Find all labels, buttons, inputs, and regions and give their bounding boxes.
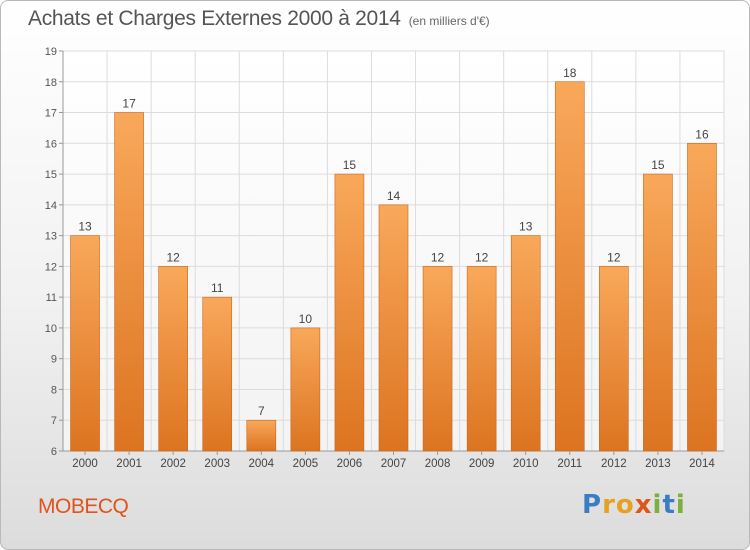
bar — [290, 327, 321, 452]
bar — [510, 235, 541, 452]
logo-letter: i — [675, 490, 686, 520]
data-label: 15 — [343, 158, 357, 172]
y-tick-label: 12 — [45, 261, 57, 273]
y-tick-label: 18 — [45, 77, 57, 89]
y-tick-label: 9 — [51, 354, 57, 366]
x-tick-label: 2000 — [72, 458, 98, 470]
logo-letter: o — [615, 490, 635, 520]
data-label: 14 — [387, 189, 401, 203]
y-tick-label: 19 — [45, 46, 57, 58]
bar — [422, 266, 453, 452]
chart-title-text: Achats et Charges Externes 2000 à 2014 — [28, 7, 401, 30]
chart-subtitle: (en milliers d'€) — [408, 14, 490, 28]
x-tick-label: 2009 — [469, 458, 495, 470]
x-tick-label: 2010 — [513, 458, 539, 470]
x-tick-label: 2005 — [293, 458, 319, 470]
x-tick-label: 2002 — [160, 458, 186, 470]
bar — [334, 173, 365, 452]
x-tick-label: 2003 — [204, 458, 230, 470]
data-label: 13 — [78, 220, 92, 234]
bar — [202, 296, 233, 452]
bar — [246, 419, 277, 452]
y-tick-label: 16 — [45, 138, 57, 150]
y-tick-label: 11 — [46, 292, 57, 304]
data-label: 13 — [519, 220, 533, 234]
place-name: MOBECQ — [38, 495, 129, 518]
x-tick-label: 2001 — [116, 458, 142, 470]
data-label: 7 — [258, 404, 265, 418]
bar — [378, 204, 409, 452]
y-tick-label: 17 — [45, 108, 57, 120]
logo-letter: x — [634, 490, 653, 520]
y-tick-label: 15 — [45, 169, 57, 181]
proxiti-logo[interactable]: Proxiti — [582, 490, 686, 520]
bar — [643, 173, 673, 452]
logo-letter: r — [602, 490, 616, 520]
y-tick-label: 14 — [45, 200, 57, 212]
y-tick-label: 8 — [51, 384, 57, 396]
y-tick-label: 6 — [51, 446, 57, 458]
data-label: 11 — [211, 281, 224, 295]
x-tick-label: 2006 — [337, 458, 363, 470]
data-label: 17 — [122, 97, 136, 111]
logo-letter: P — [582, 490, 603, 520]
bar — [687, 143, 717, 452]
x-tick-label: 2011 — [557, 458, 582, 470]
logo-letter: t — [662, 490, 676, 520]
data-label: 12 — [607, 250, 621, 264]
bar — [114, 112, 144, 452]
bar — [70, 235, 100, 452]
x-tick-label: 2007 — [381, 458, 407, 470]
y-tick-label: 7 — [51, 415, 57, 427]
data-label: 18 — [563, 66, 577, 80]
data-label: 10 — [299, 312, 313, 326]
data-label: 12 — [166, 250, 180, 264]
bar — [158, 266, 188, 452]
logo-letter: i — [652, 490, 663, 520]
data-label: 15 — [651, 158, 665, 172]
data-label: 16 — [695, 127, 709, 141]
data-label: 12 — [475, 250, 489, 264]
bar — [466, 266, 497, 452]
x-tick-label: 2012 — [601, 458, 627, 470]
plot-area: 6 7 8 9 10 11 12 13 14 15 16 17 18 19 13 2000 17 2001 12 20… — [45, 46, 725, 470]
bar — [599, 266, 629, 452]
x-tick-label: 2008 — [425, 458, 451, 470]
x-tick-label: 2004 — [249, 458, 275, 470]
bar — [554, 81, 585, 452]
y-tick-label: 13 — [45, 231, 57, 243]
y-tick-label: 10 — [45, 323, 57, 335]
x-tick-label: 2013 — [645, 458, 671, 470]
chart-title: Achats et Charges Externes 2000 à 2014 (e… — [28, 7, 490, 31]
x-tick-label: 2014 — [689, 458, 715, 470]
data-label: 12 — [431, 250, 445, 264]
